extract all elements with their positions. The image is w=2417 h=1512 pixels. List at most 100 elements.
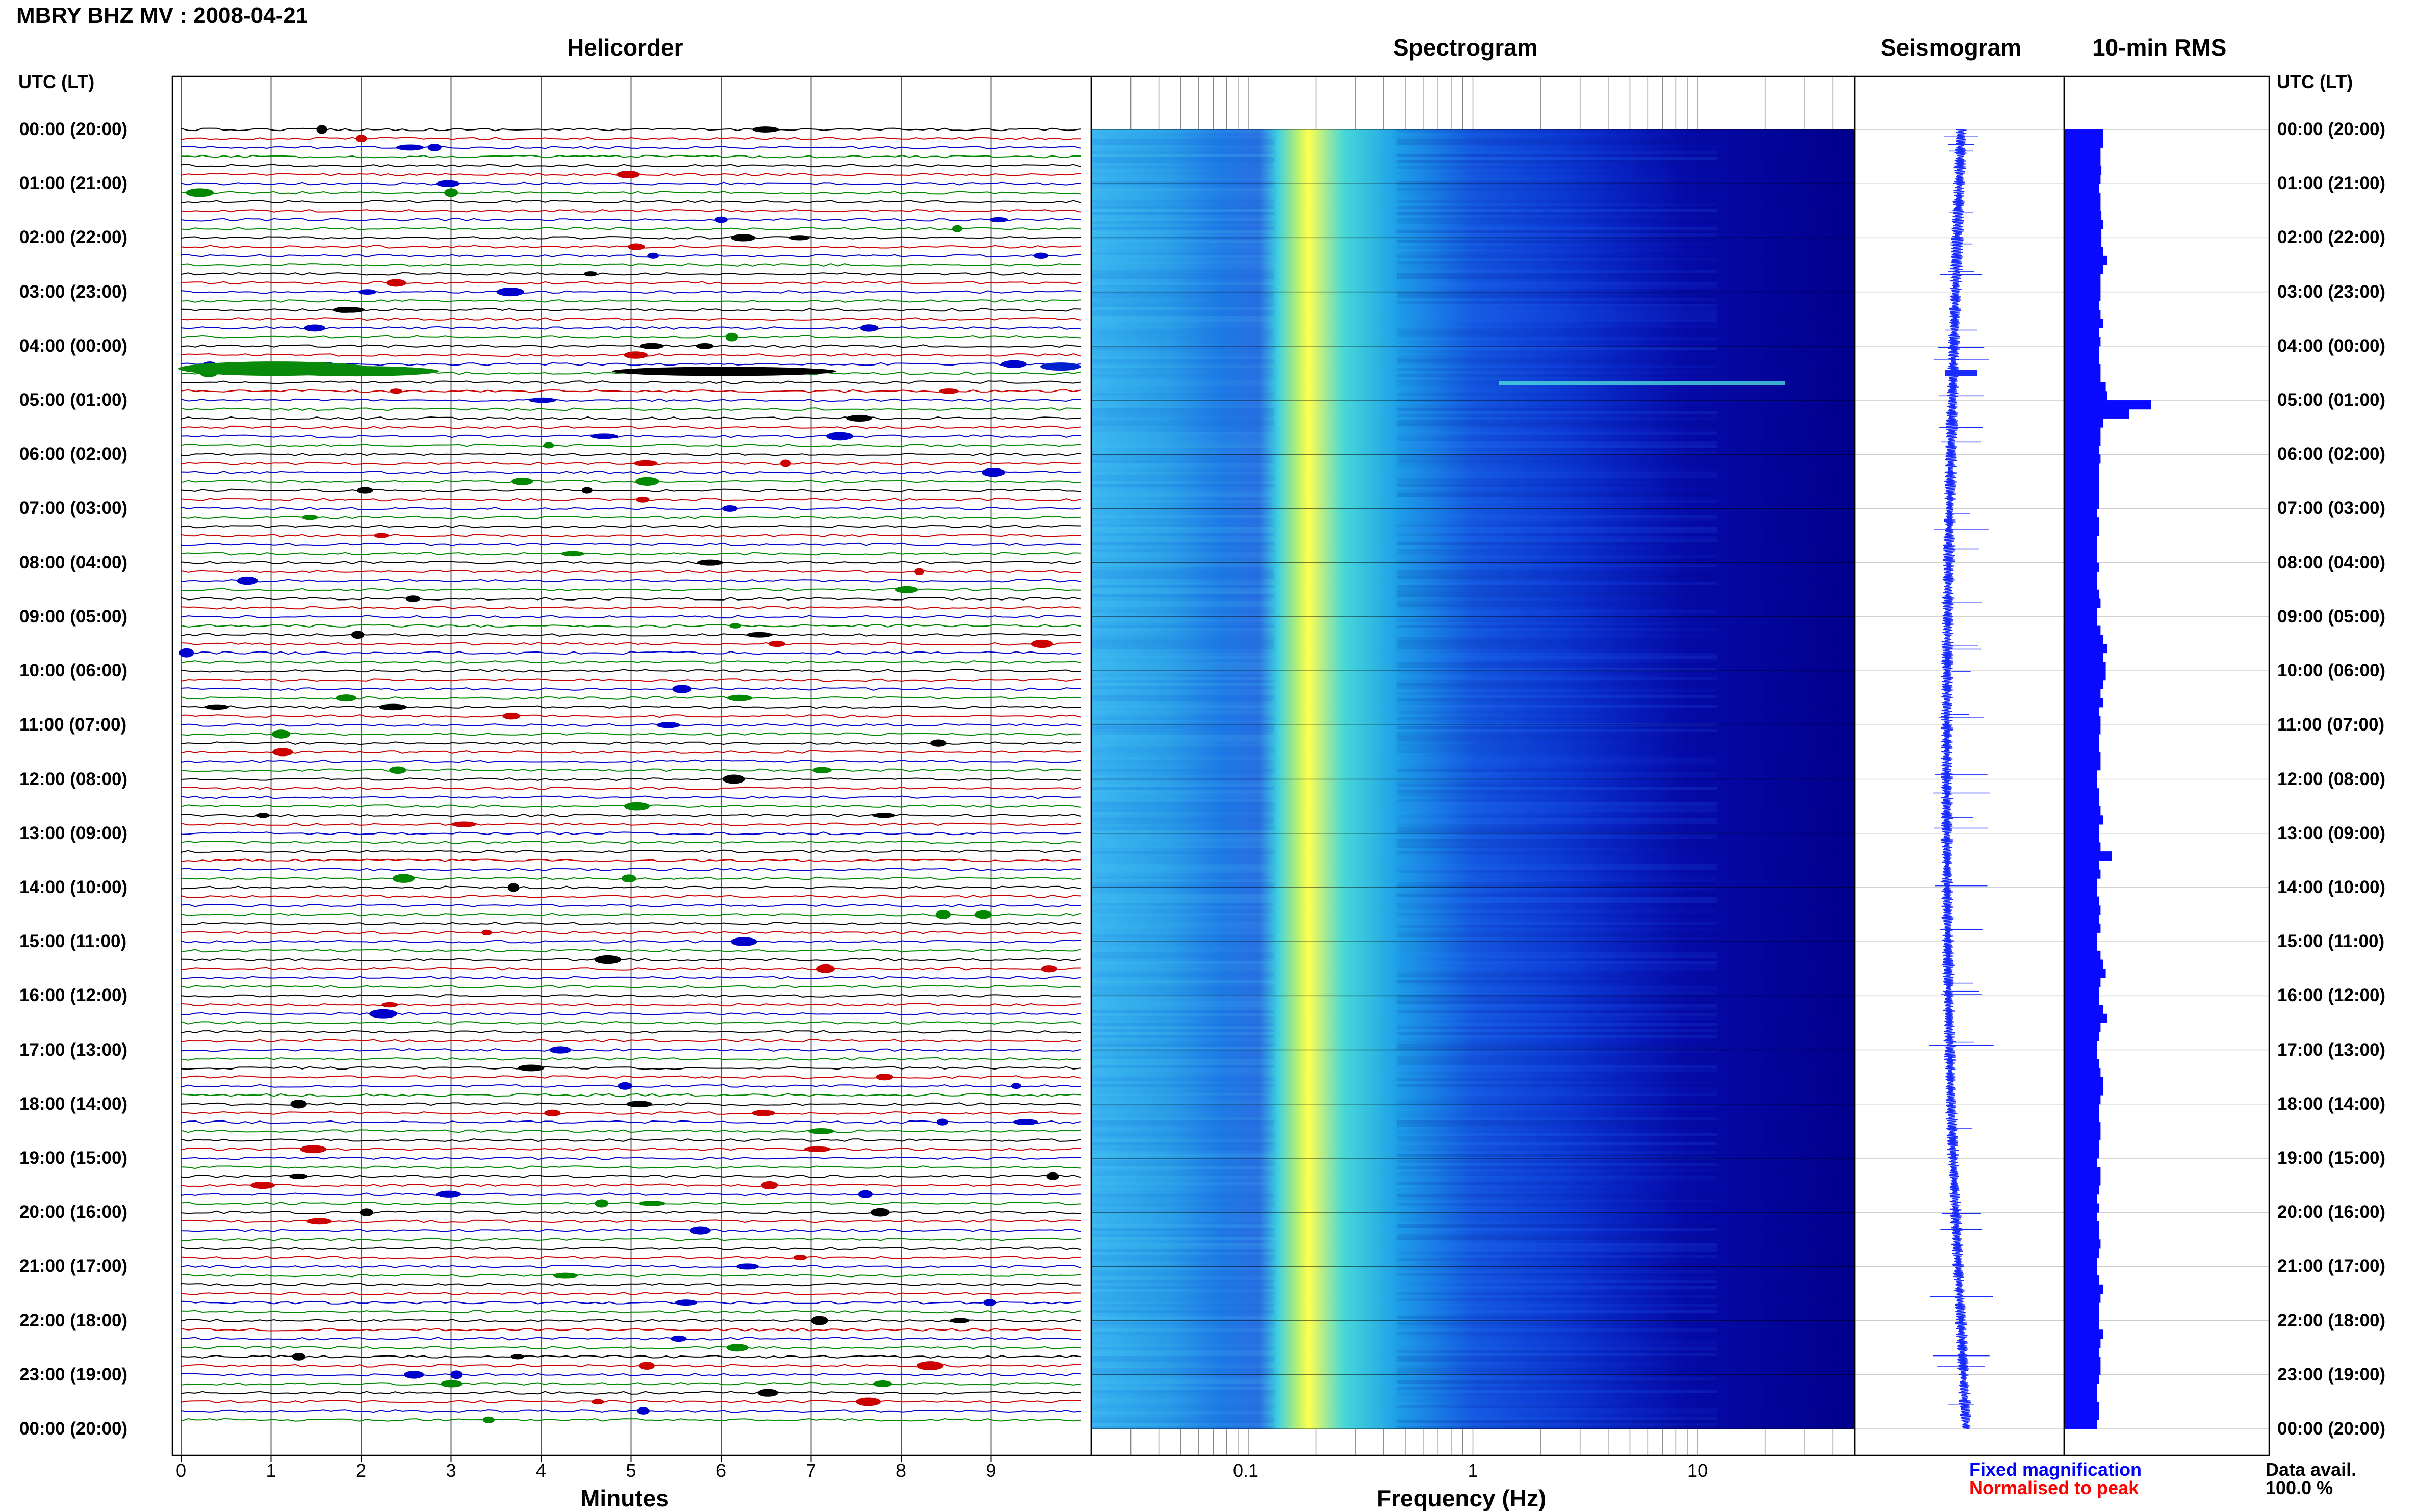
spectrogram-band bbox=[1396, 735, 1717, 738]
spectrogram-band bbox=[1397, 521, 1717, 524]
spectrogram-band bbox=[1396, 701, 1717, 705]
spectrogram-band bbox=[1091, 487, 1274, 490]
rms-bar bbox=[2064, 1005, 2103, 1014]
spectrogram-band bbox=[1091, 882, 1275, 885]
time-label-right: 07:00 (03:00) bbox=[2277, 498, 2386, 518]
spectrogram-band bbox=[1396, 1136, 1717, 1139]
spectrogram-band bbox=[1091, 200, 1275, 203]
helicorder-event bbox=[624, 351, 648, 359]
spectrogram-band bbox=[1091, 246, 1275, 249]
spectrogram-band bbox=[1396, 827, 1717, 830]
spectrogram-band bbox=[1091, 977, 1274, 980]
helicorder-trace bbox=[181, 299, 1081, 303]
spectrogram-band bbox=[1091, 579, 1274, 582]
spectrogram-band bbox=[1091, 1356, 1275, 1359]
rms-bar bbox=[2064, 1393, 2097, 1402]
spectrogram-band bbox=[1396, 909, 1717, 913]
helicorder-trace bbox=[181, 218, 1081, 222]
spectrogram-band bbox=[1091, 1020, 1274, 1023]
time-label-left: 10:00 (06:00) bbox=[19, 661, 128, 681]
helicorder-event bbox=[914, 568, 925, 576]
helicorder-event bbox=[856, 1397, 881, 1406]
helicorder-trace bbox=[181, 1373, 1081, 1377]
spectrogram-band bbox=[1091, 732, 1275, 735]
rms-bar bbox=[2064, 1050, 2097, 1059]
time-label-right: 20:00 (16:00) bbox=[2277, 1202, 2386, 1222]
spectrogram-band bbox=[1396, 347, 1717, 350]
helicorder-event bbox=[714, 216, 728, 223]
spectrogram-band bbox=[1091, 445, 1275, 448]
spectrogram-band bbox=[1091, 1411, 1275, 1414]
time-label-left: 11:00 (07:00) bbox=[19, 715, 127, 735]
spectrogram-band bbox=[1091, 178, 1274, 181]
spectrogram-band bbox=[1396, 705, 1717, 708]
rms-bar bbox=[2064, 174, 2101, 184]
spectrogram-band bbox=[1397, 178, 1717, 181]
helicorder-event bbox=[811, 1316, 828, 1325]
spectrogram-band bbox=[1091, 934, 1275, 937]
time-label-right: 13:00 (09:00) bbox=[2277, 823, 2386, 843]
helicorder-event bbox=[696, 343, 714, 349]
spectrogram-band bbox=[1396, 876, 1717, 879]
helicorder-event bbox=[731, 234, 756, 242]
helicorder-trace bbox=[181, 1021, 1081, 1025]
panel-frame bbox=[2063, 75, 2270, 1456]
rms-bar bbox=[2064, 905, 2101, 915]
spectrogram-band bbox=[1397, 1108, 1717, 1111]
spectrogram-band bbox=[1091, 276, 1275, 279]
rms-bar bbox=[2064, 1212, 2097, 1222]
seismogram-title: Seismogram bbox=[1881, 34, 2022, 61]
spectrogram-band bbox=[1091, 1292, 1275, 1295]
spectrogram-band bbox=[1091, 1090, 1274, 1093]
spectrogram-band bbox=[1396, 273, 1717, 276]
spectrogram-band bbox=[1396, 209, 1717, 212]
spectrogram-band bbox=[1397, 1053, 1717, 1056]
spectrogram-band bbox=[1397, 249, 1717, 252]
helicorder-trace bbox=[181, 1237, 1081, 1241]
helicorder-trace bbox=[181, 525, 1081, 529]
spectrogram-band bbox=[1091, 692, 1275, 695]
rms-bar bbox=[2064, 752, 2101, 762]
spectrogram-band bbox=[1091, 821, 1275, 824]
spectrogram-band bbox=[1091, 634, 1274, 637]
spectrogram-band bbox=[1396, 500, 1717, 503]
rms-bar bbox=[2064, 878, 2097, 888]
rms-bar bbox=[2064, 337, 2101, 347]
rms-title: 10-min RMS bbox=[2092, 34, 2227, 61]
helicorder-event bbox=[390, 388, 403, 394]
helicorder-event bbox=[304, 324, 326, 332]
spectrogram-band bbox=[1396, 653, 1717, 656]
spectrogram-band bbox=[1091, 1111, 1274, 1114]
spectrogram-band bbox=[1091, 341, 1274, 344]
spectrogram-band bbox=[1397, 322, 1717, 325]
spectrogram-band bbox=[1397, 631, 1717, 634]
spectrogram-band bbox=[1396, 129, 1717, 133]
helicorder-event bbox=[935, 910, 952, 919]
time-label-left: 13:00 (09:00) bbox=[19, 823, 128, 843]
rms-bar bbox=[2064, 1185, 2099, 1195]
spectrogram-band bbox=[1397, 1221, 1717, 1224]
rms-bar bbox=[2064, 915, 2099, 924]
helicorder-trace bbox=[181, 145, 1081, 149]
spectrogram-band bbox=[1396, 515, 1717, 518]
spectrogram-band bbox=[1396, 781, 1717, 784]
helicorder-event bbox=[355, 135, 367, 143]
time-label-right: 22:00 (18:00) bbox=[2277, 1310, 2386, 1331]
spectrogram-band bbox=[1396, 1353, 1717, 1356]
spectrogram-band bbox=[1091, 334, 1275, 337]
helicorder-trace bbox=[181, 1246, 1081, 1250]
spectrogram-band bbox=[1091, 402, 1274, 405]
helicorder-event bbox=[858, 1190, 873, 1198]
spectrogram-band bbox=[1091, 720, 1274, 723]
rms-bar bbox=[2064, 201, 2101, 211]
spectrogram-band bbox=[1396, 1032, 1717, 1035]
helicorder-trace bbox=[181, 227, 1081, 231]
spectrogram-band bbox=[1396, 851, 1717, 854]
rms-bar bbox=[2064, 1086, 2103, 1096]
spectrogram-band bbox=[1397, 386, 1717, 389]
spectrogram-band bbox=[1091, 325, 1275, 328]
rms-plot bbox=[2064, 129, 2269, 1429]
spectrogram-band bbox=[1396, 833, 1717, 836]
rms-bar bbox=[2064, 788, 2099, 798]
helicorder-trace bbox=[181, 1418, 1081, 1422]
